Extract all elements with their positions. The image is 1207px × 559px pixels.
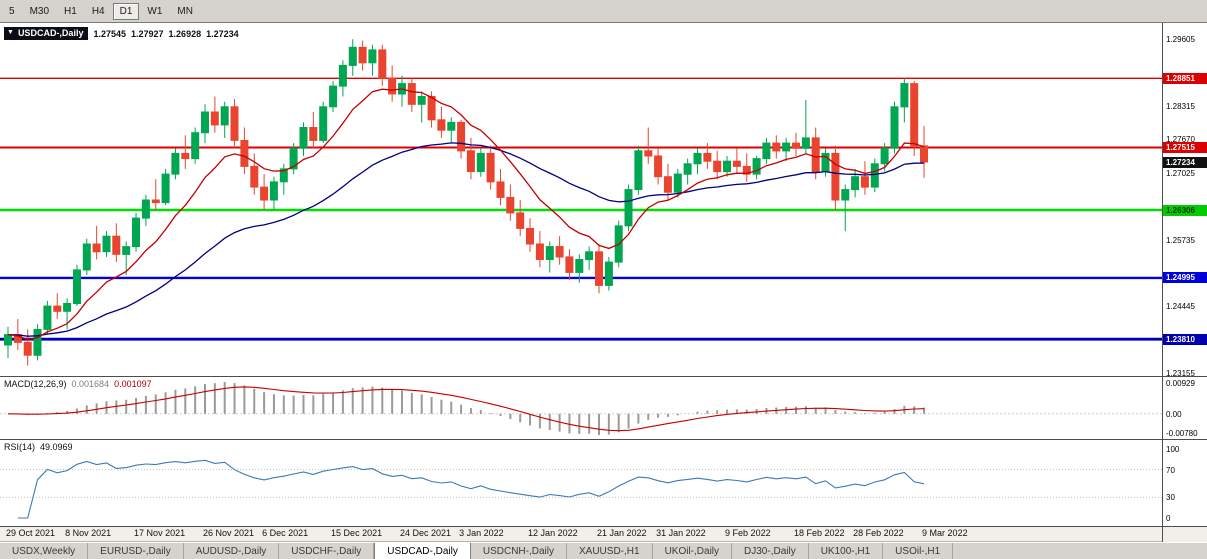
macd-scale-tick: 0.00 (1166, 409, 1182, 419)
rsi-label: RSI(14) 49.0969 (4, 442, 73, 452)
chart-tab-dj30-daily[interactable]: DJ30-,Daily (732, 543, 809, 559)
chart-window: ▼ USDCAD-,Daily 1.27545 1.27927 1.26928 … (0, 23, 1207, 542)
timeframe-button-h4[interactable]: H4 (91, 5, 105, 17)
price-axis-corner (1163, 527, 1207, 542)
date-label: 9 Mar 2022 (922, 528, 968, 538)
rsi-scale-tick: 0 (1166, 514, 1171, 523)
price-tick: 1.28315 (1166, 102, 1195, 112)
price-tick: 1.27025 (1166, 168, 1195, 178)
date-label: 9 Feb 2022 (725, 528, 771, 538)
chart-tab-audusd-daily[interactable]: AUDUSD-,Daily (184, 543, 280, 559)
symbol-legend: ▼ USDCAD-,Daily 1.27545 1.27927 1.26928 … (4, 27, 239, 40)
chart-tab-usdcnh-daily[interactable]: USDCNH-,Daily (471, 543, 567, 559)
date-label: 24 Dec 2021 (400, 528, 452, 538)
chart-tab-ukoil-daily[interactable]: UKOil-,Daily (653, 543, 733, 559)
date-label: 15 Dec 2021 (331, 528, 383, 538)
rsi-scale-tick: 70 (1166, 465, 1175, 475)
date-label: 18 Feb 2022 (794, 528, 845, 538)
timeframe-button-m30[interactable]: M30 (29, 5, 50, 17)
macd-panel[interactable]: MACD(12,26,9) 0.001684 0.001097 (0, 377, 1162, 440)
price-tick: 1.29605 (1166, 35, 1195, 45)
price-badge: 1.28851 (1163, 72, 1207, 84)
symbol-box: ▼ USDCAD-,Daily (4, 27, 89, 40)
chart-tab-xauusd-h1[interactable]: XAUUSD-,H1 (567, 543, 653, 559)
date-label: 8 Nov 2021 (65, 528, 112, 538)
date-label: 17 Nov 2021 (134, 528, 186, 538)
timeframe-button-5[interactable]: 5 (9, 5, 15, 17)
macd-scale-tick: 0.00929 (1166, 379, 1195, 388)
price-badge: 1.26306 (1163, 204, 1207, 216)
price-axis-main: 1.29605 1.28315 1.27670 1.27025 1.25735 1.244… (1163, 23, 1207, 379)
price-tick: 1.23155 (1166, 369, 1195, 379)
chart-tab-usoil-h1[interactable]: USOil-,H1 (883, 543, 954, 559)
symbol-name: USDCAD-,Daily (17, 28, 84, 38)
rsi-scale-tick: 30 (1166, 493, 1175, 503)
chart-tab-uk100-h1[interactable]: UK100-,H1 (809, 543, 884, 559)
date-label: 29 Oct 2021 (6, 528, 56, 538)
macd-label: MACD(12,26,9) 0.001684 0.001097 (4, 379, 152, 389)
price-tick: 1.25735 (1166, 235, 1195, 245)
ohlc-low: 1.26928 (168, 28, 202, 39)
price-axis-rsi: 100 70 30 0 (1163, 440, 1207, 527)
chart-tab-usdx-weekly[interactable]: USDX,Weekly (0, 543, 89, 559)
price-tick: 1.27670 (1166, 135, 1195, 145)
macd-scale-tick: -0.00780 (1166, 429, 1198, 438)
rsi-scale-tick: 100 (1166, 445, 1180, 454)
candlestick-chart[interactable] (0, 23, 1162, 376)
timeframe-button-mn[interactable]: MN (177, 5, 193, 17)
price-axis[interactable]: 1.29605 1.28315 1.27670 1.27025 1.25735 1.244… (1162, 23, 1207, 542)
date-label: 28 Feb 2022 (853, 528, 904, 538)
date-label: 3 Jan 2022 (459, 528, 504, 538)
ohlc-close: 1.27234 (206, 28, 239, 39)
chart-tab-usdcad-daily[interactable]: USDCAD-,Daily (374, 543, 471, 559)
timeframe-button-d1[interactable]: D1 (112, 2, 140, 20)
rsi-chart[interactable] (0, 440, 1162, 526)
ohlc-high: 1.27927 (131, 28, 164, 39)
price-badge: 1.23810 (1163, 333, 1207, 345)
date-label: 12 Jan 2022 (528, 528, 578, 538)
main-chart-panel[interactable]: ▼ USDCAD-,Daily 1.27545 1.27927 1.26928 … (0, 23, 1162, 377)
macd-signal-value: 0.001097 (114, 379, 152, 389)
date-label: 31 Jan 2022 (656, 528, 706, 538)
timeframe-button-h1[interactable]: H1 (64, 5, 77, 17)
chart-tabs: USDX,Weekly EURUSD-,Daily AUDUSD-,Daily USD… (0, 542, 1207, 559)
timeframe-toolbar: 5 M30 H1 H4 D1 W1 MN (0, 0, 1207, 23)
chart-tab-eurusd-daily[interactable]: EURUSD-,Daily (88, 543, 184, 559)
ohlc-open: 1.27545 (93, 28, 126, 39)
price-axis-macd: 0.00929 0.00 -0.00780 (1163, 377, 1207, 440)
price-badge: 1.27234 (1163, 156, 1207, 168)
chart-tab-usdchf-daily[interactable]: USDCHF-,Daily (279, 543, 375, 559)
price-badge: 1.27515 (1163, 141, 1207, 153)
time-axis[interactable]: 29 Oct 2021 8 Nov 2021 17 Nov 2021 26 Nov 2… (0, 527, 1162, 542)
macd-chart[interactable] (0, 377, 1162, 439)
collapse-arrow-icon[interactable]: ▼ (7, 29, 14, 36)
date-label: 6 Dec 2021 (262, 528, 309, 538)
rsi-panel[interactable]: RSI(14) 49.0969 (0, 440, 1162, 527)
timeframe-button-w1[interactable]: W1 (147, 5, 163, 17)
price-tick: 1.24445 (1166, 302, 1195, 312)
date-label: 26 Nov 2021 (203, 528, 255, 538)
rsi-value: 49.0969 (40, 442, 73, 452)
macd-value: 0.001684 (71, 379, 110, 389)
chart-plots: ▼ USDCAD-,Daily 1.27545 1.27927 1.26928 … (0, 23, 1162, 542)
date-label: 21 Jan 2022 (597, 528, 647, 538)
price-badge: 1.24995 (1163, 272, 1207, 284)
